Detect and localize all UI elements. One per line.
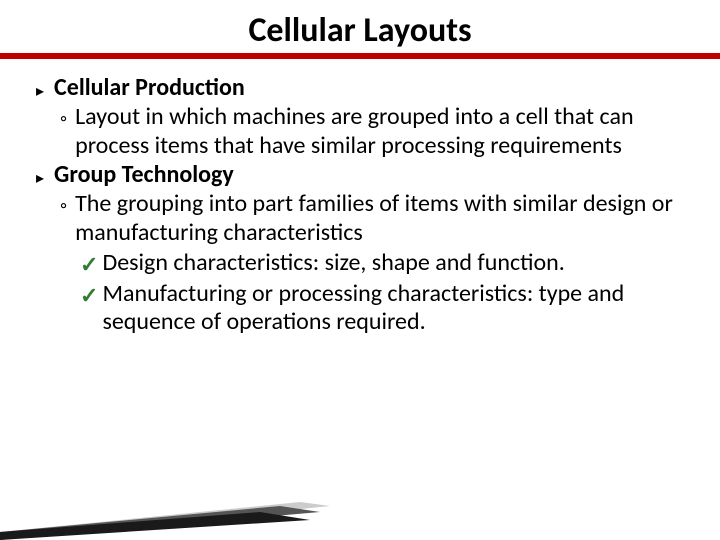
bullet-lvl3: ✓ Manufacturing or processing characteri… (80, 280, 692, 337)
sub-text: The grouping into part families of items… (75, 190, 692, 247)
slide: Cellular Layouts ▸ Cellular Production ◦… (0, 0, 720, 540)
heading-text: Cellular Production (54, 75, 245, 101)
check-text: Manufacturing or processing characterist… (102, 280, 692, 337)
sub-text: Layout in which machines are grouped int… (75, 103, 692, 160)
check-icon: ✓ (80, 251, 98, 278)
check-text: Design characteristics: size, shape and … (102, 249, 564, 277)
content-region: ▸ Cellular Production ◦ Layout in which … (0, 59, 720, 337)
triangle-bullet-icon: ▸ (36, 81, 44, 101)
heading-text: Group Technology (54, 162, 234, 188)
bullet-lvl3: ✓ Design characteristics: size, shape an… (80, 249, 692, 278)
bullet-lvl2: ◦ Layout in which machines are grouped i… (60, 103, 692, 160)
bullet-lvl1: ▸ Cellular Production (36, 75, 692, 101)
triangle-bullet-icon: ▸ (36, 168, 44, 188)
corner-decoration (0, 492, 340, 540)
bullet-lvl1: ▸ Group Technology (36, 162, 692, 188)
check-icon: ✓ (80, 282, 98, 309)
bullet-lvl2: ◦ The grouping into part families of ite… (60, 190, 692, 247)
title-region: Cellular Layouts (0, 0, 720, 51)
circle-bullet-icon: ◦ (60, 194, 67, 218)
slide-title: Cellular Layouts (0, 10, 720, 51)
circle-bullet-icon: ◦ (60, 107, 67, 131)
